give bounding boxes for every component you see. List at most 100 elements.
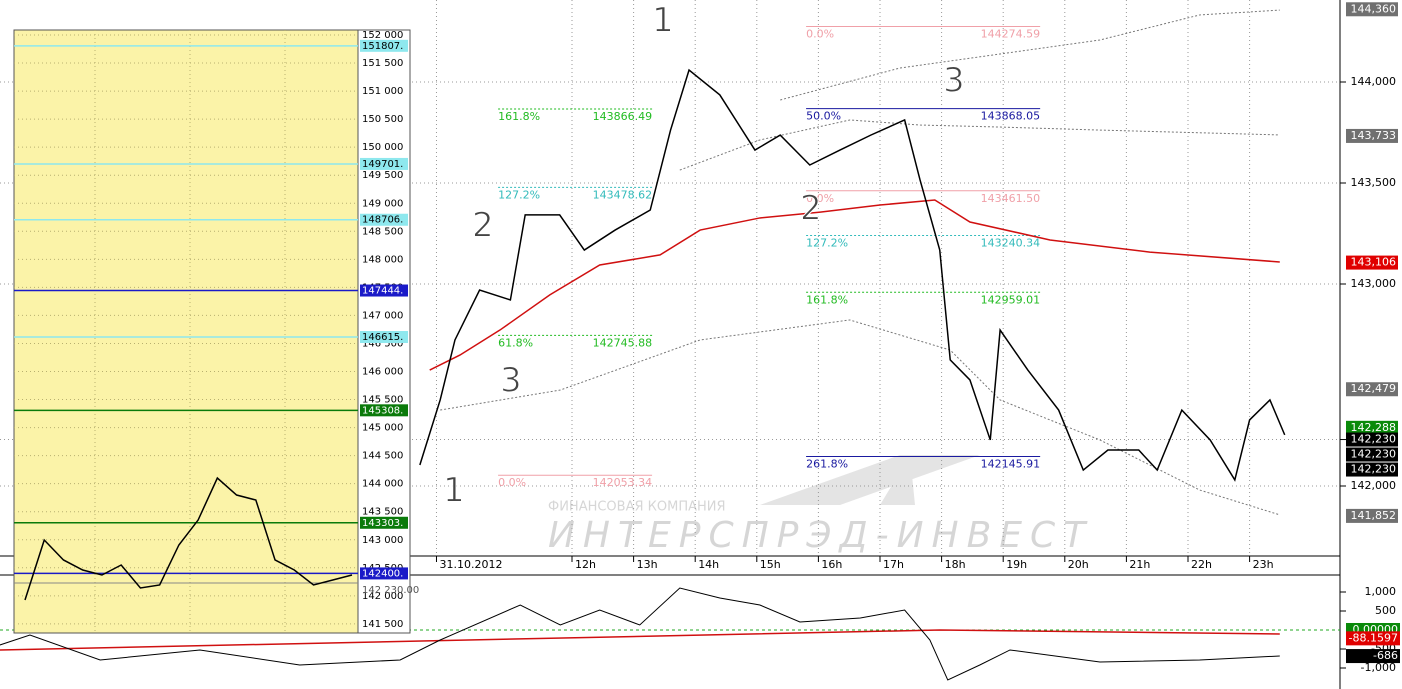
price-tag [1346, 462, 1398, 477]
price-tag-label: 141,852 [1351, 509, 1397, 522]
x-tick-label: 13h [637, 558, 658, 571]
inset-tick-label: 151 500 [362, 58, 403, 69]
wave-label: 2 [800, 189, 822, 229]
price-line [419, 68, 1286, 482]
inset-level-label: 149701. [362, 159, 403, 170]
fib-ratio: 127.2% [498, 188, 540, 201]
inset-tick-label: 149 500 [362, 170, 403, 181]
price-tag-label: 142,230 [1351, 463, 1397, 476]
price-tag-label: 143,106 [1351, 256, 1397, 269]
watermark-logo [760, 455, 980, 505]
inset-level-label: 151807. [362, 41, 403, 52]
inset-last-label: 142 230.00 [362, 585, 419, 596]
moving-average [429, 199, 1280, 371]
inset-tick-label: 146 000 [362, 367, 403, 378]
inset-panel [13, 29, 411, 634]
inset-tick-label: 149 000 [362, 198, 403, 209]
y-tick-label: 144,000 [1351, 75, 1397, 88]
fib-price: 142959.01 [981, 293, 1041, 306]
inset-level-label: 142400. [362, 568, 403, 579]
price-tag [1346, 382, 1398, 397]
price-tag-label: 142,230 [1351, 448, 1397, 461]
fib-price: 142145.91 [981, 458, 1041, 471]
x-tick-label: 19h [1006, 558, 1027, 571]
inset-level-label: 146615. [362, 332, 403, 343]
wave-label: 1 [652, 1, 674, 41]
fib-price: 143240.34 [981, 236, 1041, 249]
fib-ratio: 0.0% [498, 476, 526, 489]
indicator-line [0, 587, 1280, 681]
fib-price: 143478.62 [593, 188, 653, 201]
price-tag-label: 142,479 [1351, 382, 1397, 395]
inset-level-label: 143303. [362, 518, 403, 529]
inset-level-tag [360, 516, 408, 529]
x-tick-label: 18h [945, 558, 966, 571]
fib-ratio: 61.8% [498, 336, 533, 349]
fib-price: 142053.34 [593, 476, 653, 489]
indicator-tag-label: -88.1597 [1349, 631, 1398, 644]
inset-level-tag [360, 567, 408, 580]
price-tag [1346, 508, 1398, 523]
fib-price: 143866.49 [593, 110, 653, 123]
fib-ratio: 161.8% [806, 293, 848, 306]
inset-tick-label: 145 500 [362, 395, 403, 406]
inset-tick-label: 150 000 [362, 142, 403, 153]
price-tag [1346, 128, 1398, 143]
fib-ratio: 0.0% [806, 28, 834, 41]
inset-price-line [24, 476, 353, 601]
fib-ratio: 0.0% [806, 192, 834, 205]
inset-level-label: 147444. [362, 286, 403, 297]
indicator-tag [1346, 631, 1400, 646]
inset-tick-label: 148 000 [362, 254, 403, 265]
fib-price: 144274.59 [981, 28, 1041, 41]
x-tick-label: 16h [821, 558, 842, 571]
price-tag-label: 142,288 [1351, 421, 1397, 434]
band-line [780, 9, 1280, 101]
watermark-logo [880, 455, 915, 505]
indicator-tick-label: 1,000 [1365, 585, 1397, 598]
watermark-line2: ИНТЕРСПРЭД-ИНВЕСТ [548, 515, 1093, 556]
inset-tick-label: 146 500 [362, 338, 403, 349]
price-tag [1346, 420, 1398, 435]
inset-tick-label: 152 000 [362, 30, 403, 41]
fib-ratio: 127.2% [806, 236, 848, 249]
x-tick-label: 14h [698, 558, 719, 571]
price-tag-label: 143,733 [1351, 129, 1397, 142]
inset-level-tag [360, 331, 408, 344]
y-tick-label: 143,000 [1351, 277, 1397, 290]
inset-tick-label: 143 500 [362, 507, 403, 518]
price-tag [1346, 255, 1398, 270]
inset-tick-label: 144 500 [362, 451, 403, 462]
wave-label: 2 [472, 206, 494, 246]
band-line [679, 119, 1280, 171]
inset-level-tag [360, 213, 408, 226]
wave-label: 3 [500, 361, 522, 401]
y-tick-label: 143,500 [1351, 176, 1397, 189]
fib-ratio: 261.8% [806, 458, 848, 471]
fib-price: 142745.88 [593, 336, 653, 349]
inset-level-tag [360, 404, 408, 417]
fib-price: 143868.05 [981, 110, 1041, 123]
inset-tick-label: 150 500 [362, 114, 403, 125]
wave-label: 1 [443, 471, 465, 511]
fib-ratio: 161.8% [498, 110, 540, 123]
inset-level-tag [360, 284, 408, 297]
indicator-tick-label: 500 [1375, 604, 1396, 617]
watermark-line1: ФИНАНСОВАЯ КОМПАНИЯ [548, 500, 726, 515]
fib-ratio: 50.0% [806, 110, 841, 123]
price-tag [1346, 447, 1398, 462]
x-tick-label: 15h [760, 558, 781, 571]
inset-level-tag [360, 157, 408, 170]
wave-label: 3 [943, 61, 965, 101]
x-tick-label: 12h [575, 558, 596, 571]
inset-tick-label: 151 000 [362, 86, 403, 97]
inset-tick-label: 148 500 [362, 226, 403, 237]
signal-line [0, 629, 1280, 651]
inset-tick-label: 142 000 [362, 591, 403, 602]
x-tick-label: 23h [1253, 558, 1274, 571]
price-tag [1346, 432, 1398, 447]
inset-background [13, 29, 359, 634]
x-tick-label: 17h [883, 558, 904, 571]
x-tick-label: 21h [1129, 558, 1150, 571]
